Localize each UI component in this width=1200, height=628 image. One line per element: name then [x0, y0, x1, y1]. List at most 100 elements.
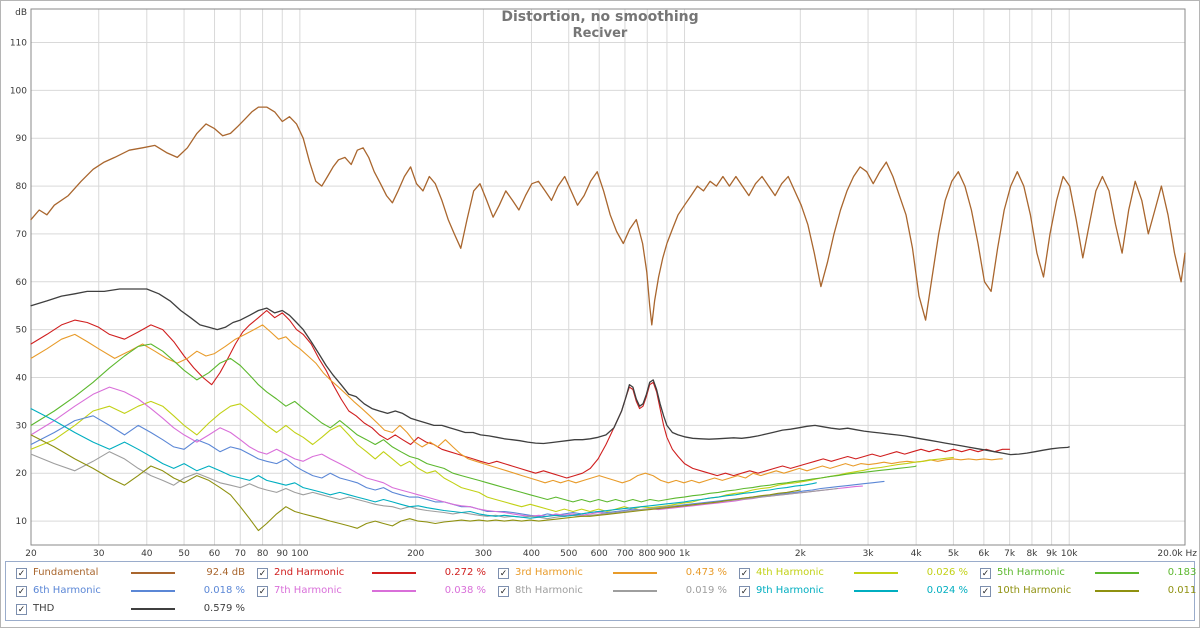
x-tick-label: 90 [277, 549, 289, 559]
legend-item-thd: ✓ THD 0.579 % [10, 603, 251, 615]
legend-line-sample-fundamental [131, 572, 175, 574]
checkbox-h5[interactable]: ✓ [980, 567, 991, 579]
y-tick-label: 70 [16, 230, 28, 240]
series-h7 [30, 386, 863, 517]
checkbox-h3[interactable]: ✓ [498, 567, 509, 579]
legend-line-sample-h7 [372, 590, 416, 592]
series-h9 [30, 408, 817, 519]
x-tick-label: 3k [863, 549, 875, 559]
series-thd [30, 288, 1070, 456]
series-h3 [30, 324, 1003, 484]
legend-item-h9: ✓ 9th Harmonic 0.024 % [733, 585, 974, 597]
y-tick-label: 50 [16, 326, 28, 336]
series-h2 [30, 309, 1011, 479]
plot-border [30, 8, 1186, 546]
legend-item-h3: ✓ 3rd Harmonic 0.473 % [492, 567, 733, 579]
x-tick-label: 30 [93, 549, 105, 559]
y-axis-unit: dB [15, 8, 27, 18]
y-tick-label: 20 [16, 469, 28, 479]
legend-line-sample-h6 [131, 590, 175, 592]
series-h6 [30, 415, 885, 517]
series-h4 [30, 400, 954, 513]
y-tick-label: 80 [16, 182, 28, 192]
x-tick-label: 70 [235, 549, 247, 559]
checkbox-fundamental[interactable]: ✓ [16, 567, 27, 579]
legend-item-h7: ✓ 7th Harmonic 0.038 % [251, 585, 492, 597]
x-tick-label: 5k [948, 549, 960, 559]
legend-item-h10: ✓ 10th Harmonic 0.011 % [974, 585, 1199, 597]
y-tick-label: 90 [16, 134, 28, 144]
y-tick-label: 10 [16, 517, 28, 527]
x-tick-label: 900 [658, 549, 675, 559]
x-tick-label: 300 [475, 549, 492, 559]
legend-line-sample-h2 [372, 572, 416, 574]
legend-line-sample-thd [131, 608, 175, 610]
legend-label-h3: 3rd Harmonic [515, 567, 583, 578]
legend-label-thd: THD [33, 603, 55, 614]
y-axis-labels: dB 110 100 90 80 70 60 50 40 30 20 10 [10, 8, 27, 527]
legend-value-h5: 0.183 % [1167, 567, 1199, 578]
x-tick-label: 400 [523, 549, 540, 559]
checkbox-h2[interactable]: ✓ [257, 567, 268, 579]
legend-value-thd: 0.579 % [203, 603, 245, 614]
legend-item-fundamental: ✓ Fundamental 92.4 dB [10, 567, 251, 579]
checkbox-h4[interactable]: ✓ [739, 567, 750, 579]
checkbox-h6[interactable]: ✓ [16, 585, 27, 597]
legend-item-h5: ✓ 5th Harmonic 0.183 % [974, 567, 1199, 579]
legend-item-h4: ✓ 4th Harmonic 0.026 % [733, 567, 974, 579]
y-tick-label: 40 [16, 374, 28, 384]
legend-item-h6: ✓ 6th Harmonic 0.018 % [10, 585, 251, 597]
legend-label-fundamental: Fundamental [33, 567, 99, 578]
checkbox-thd[interactable]: ✓ [16, 603, 27, 615]
x-tick-label: 8k [1026, 549, 1038, 559]
legend-value-h2: 0.272 % [444, 567, 486, 578]
legend-label-h9: 9th Harmonic [756, 585, 824, 596]
x-tick-label: 1k [679, 549, 691, 559]
series-fundamental [30, 106, 1186, 326]
y-tick-label: 30 [16, 421, 28, 431]
series-h5 [30, 343, 917, 503]
x-tick-label: 20.0k Hz [1157, 549, 1197, 559]
x-tick-label: 60 [209, 549, 221, 559]
legend-line-sample-h3 [613, 572, 657, 574]
y-tick-label: 60 [16, 278, 28, 288]
legend-value-h6: 0.018 % [203, 585, 245, 596]
legend-line-sample-h4 [854, 572, 898, 574]
x-tick-label: 600 [591, 549, 608, 559]
legend-item-h2: ✓ 2nd Harmonic 0.272 % [251, 567, 492, 579]
x-tick-label: 20 [25, 549, 37, 559]
x-tick-label: 200 [407, 549, 424, 559]
legend-label-h6: 6th Harmonic [33, 585, 101, 596]
x-tick-label: 10k [1061, 549, 1078, 559]
x-tick-label: 2k [795, 549, 807, 559]
x-tick-label: 40 [141, 549, 153, 559]
x-tick-label: 80 [257, 549, 269, 559]
x-tick-label: 800 [639, 549, 656, 559]
legend-value-h7: 0.038 % [444, 585, 486, 596]
legend-value-h8: 0.019 % [685, 585, 727, 596]
y-tick-label: 100 [10, 86, 27, 96]
y-tick-label: 110 [10, 39, 27, 49]
checkbox-h8[interactable]: ✓ [498, 585, 509, 597]
x-tick-label: 50 [178, 549, 190, 559]
legend-line-sample-h10 [1095, 590, 1139, 592]
legend-value-h3: 0.473 % [685, 567, 727, 578]
legend-value-h9: 0.024 % [926, 585, 968, 596]
x-tick-label: 7k [1004, 549, 1016, 559]
x-tick-label: 6k [978, 549, 990, 559]
checkbox-h7[interactable]: ✓ [257, 585, 268, 597]
x-tick-label: 500 [560, 549, 577, 559]
checkbox-h9[interactable]: ✓ [739, 585, 750, 597]
checkbox-h10[interactable]: ✓ [980, 585, 991, 597]
legend-value-h4: 0.026 % [926, 567, 968, 578]
gridlines [30, 9, 1186, 545]
legend-line-sample-h5 [1095, 572, 1139, 574]
legend-label-h10: 10th Harmonic [997, 585, 1072, 596]
legend-value-h10: 0.011 % [1167, 585, 1199, 596]
legend: ✓ Fundamental 92.4 dB ✓ 2nd Harmonic 0.272 % ✓… [5, 561, 1199, 621]
x-tick-label: 100 [291, 549, 308, 559]
legend-label-h4: 4th Harmonic [756, 567, 824, 578]
x-tick-label: 9k [1046, 549, 1058, 559]
legend-line-sample-h8 [613, 590, 657, 592]
